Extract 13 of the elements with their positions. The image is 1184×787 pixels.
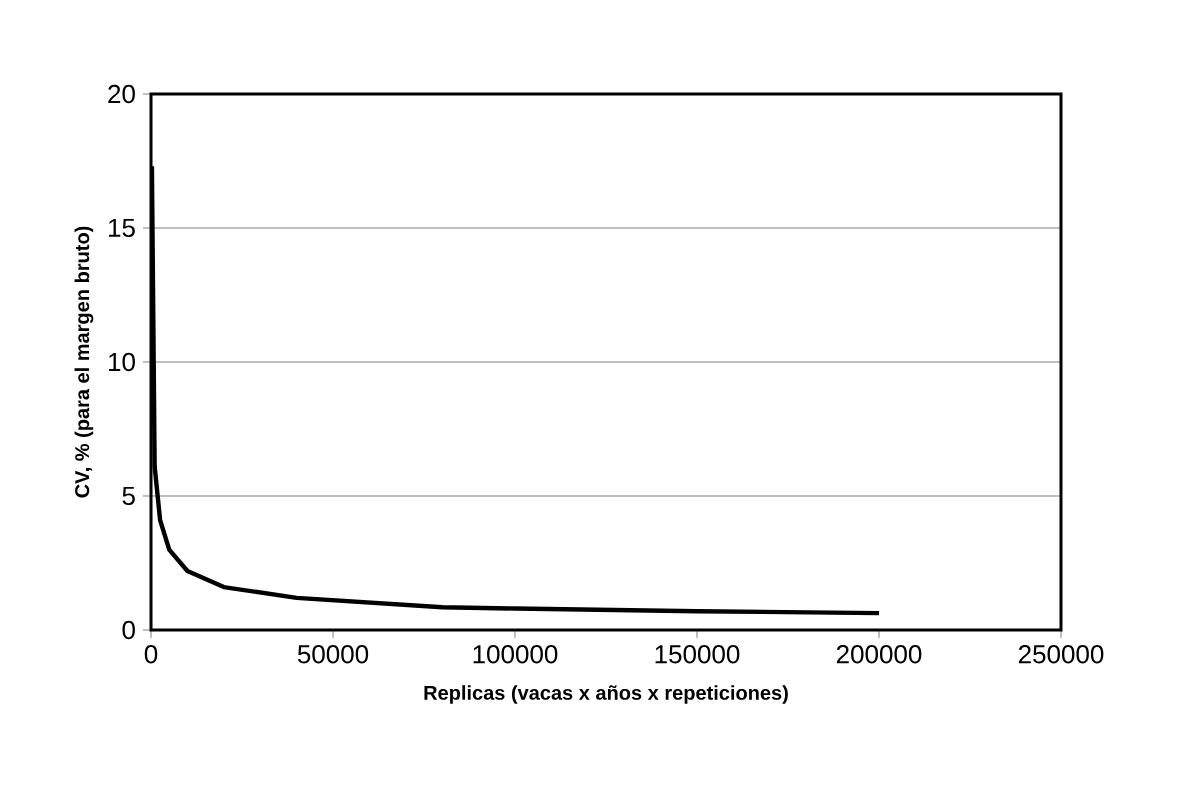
x-tick-label: 100000 <box>473 645 558 664</box>
y-axis-title: CV, % (para el margen bruto) <box>74 226 94 498</box>
y-tick-label: 15 <box>109 218 135 238</box>
y-tick-label: 10 <box>109 352 135 372</box>
y-tick-label: 5 <box>122 486 135 506</box>
x-tick-label: 150000 <box>655 645 740 664</box>
y-tick-label: 20 <box>108 84 135 104</box>
x-tick-label: 250000 <box>1018 645 1104 664</box>
x-axis-title: Replicas (vacas x años x repeticiones) <box>424 685 788 704</box>
x-tick-label: 50000 <box>297 645 369 664</box>
x-tick-label: 200000 <box>836 645 922 664</box>
x-tick-label: 0 <box>144 645 158 664</box>
y-tick-label: 0 <box>122 620 135 640</box>
